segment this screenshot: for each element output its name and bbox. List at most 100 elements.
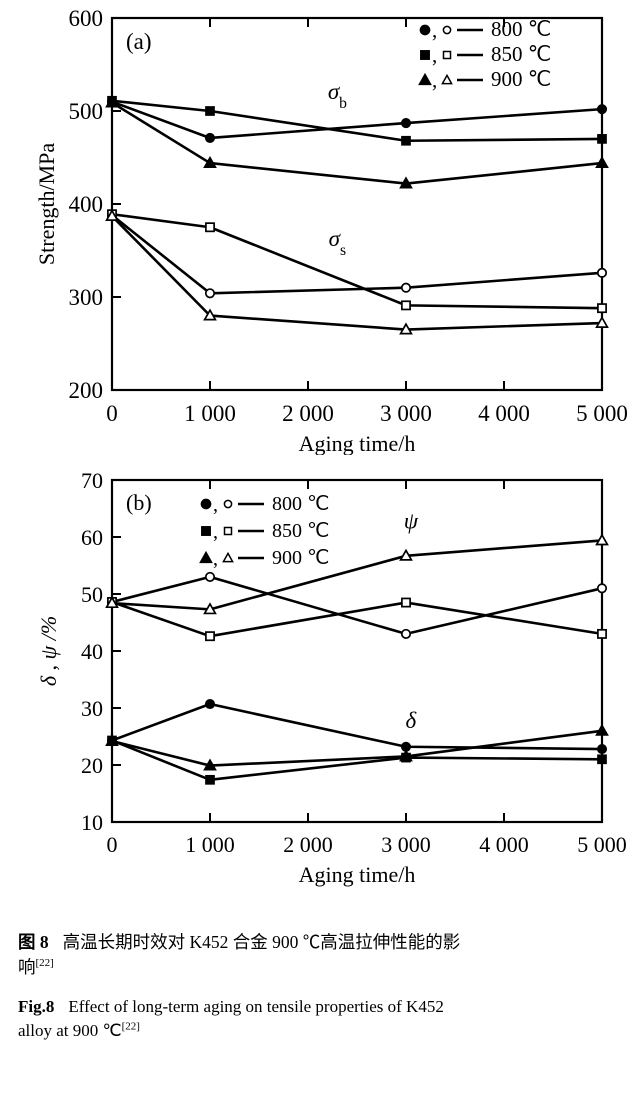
legend-entry: , 800 ℃ — [419, 17, 551, 42]
data-point — [203, 155, 217, 168]
data-point — [204, 132, 216, 144]
series-line — [111, 99, 603, 143]
caption-chinese-text-cont: 响 — [18, 957, 36, 978]
data-point — [401, 597, 411, 608]
data-point — [205, 222, 215, 233]
x-tick-label: 5 000 — [577, 832, 627, 857]
legend-marker-open — [222, 551, 234, 563]
caption-english: Fig.8 Effect of long-term aging on tensil… — [18, 995, 624, 1044]
legend-label: 900 ℃ — [491, 67, 551, 91]
data-point — [596, 583, 608, 594]
panel-label: (a) — [126, 29, 152, 54]
legend-comma: , — [213, 521, 218, 543]
legend-marker-filled — [199, 550, 213, 564]
legend-entry: , 850 ℃ — [201, 520, 329, 543]
data-point — [400, 282, 412, 293]
series-sigma_s-900 — [105, 208, 609, 335]
data-point — [204, 571, 216, 582]
legend-label: 850 ℃ — [491, 42, 551, 66]
series-sigma_b-850 — [107, 95, 607, 146]
annotation-δ: δ — [406, 708, 417, 733]
x-axis-label: Aging time/h — [299, 431, 416, 455]
series-psi-800 — [106, 571, 608, 639]
legend-marker-open — [223, 526, 233, 536]
y-tick-label: 40 — [81, 639, 103, 664]
x-tick-label: 1 000 — [185, 832, 235, 857]
legend-comma: , — [432, 43, 437, 67]
legend-label: 800 ℃ — [272, 493, 329, 515]
x-axis: 0 1 000 2 000 3 000 4 000 5 000 — [106, 18, 628, 426]
series-line — [111, 729, 603, 767]
data-point — [203, 758, 217, 771]
data-point — [105, 95, 119, 108]
data-point — [401, 300, 411, 311]
annotation-text: σs — [329, 226, 346, 259]
series-delta-800 — [106, 698, 608, 755]
strength-vs-aging-time-chart: 200 300 400 500 600 0 1 000 2 000 3 000 4 000 5 00… — [34, 6, 628, 455]
data-point — [595, 533, 609, 546]
series-psi-900 — [105, 533, 609, 615]
data-point — [105, 596, 119, 609]
data-point — [399, 548, 413, 561]
legend-comma: , — [432, 68, 437, 92]
legend-label: 850 ℃ — [272, 520, 329, 542]
figure-captions: 图 8 高温长期时效对 K452 合金 900 ℃高温拉伸性能的影 响[22] F… — [18, 930, 624, 1058]
caption-english-label: Fig.8 — [18, 996, 55, 1016]
legend-marker-filled — [419, 24, 431, 36]
y-tick-label: 50 — [81, 582, 103, 607]
annotation-text: ψ — [404, 508, 419, 533]
series-sigma_b-800 — [106, 96, 608, 144]
data-point — [203, 308, 217, 321]
data-point — [399, 176, 413, 189]
legend-marker-open — [442, 50, 452, 60]
data-point — [205, 774, 215, 785]
annotation-ψ: ψ — [404, 508, 419, 533]
y-tick-label: 70 — [81, 468, 103, 493]
series-line — [111, 212, 603, 310]
caption-english-text-cont: alloy at 900 ℃ — [18, 1021, 122, 1041]
series-line — [111, 100, 603, 140]
data-point — [399, 322, 413, 335]
y-axis-label: δ , ψ /% — [36, 616, 61, 686]
data-point — [595, 155, 609, 168]
legend-entry: , 850 ℃ — [420, 42, 551, 67]
y-tick-label: 500 — [69, 99, 104, 124]
x-axis: 0 1 000 2 000 3 000 4 000 5 000 — [107, 480, 627, 857]
x-tick-label: 1 000 — [184, 401, 236, 426]
series-line — [111, 101, 603, 185]
x-tick-label: 0 — [106, 401, 118, 426]
y-tick-label: 20 — [81, 753, 103, 778]
chart-panel-b: 10 20 30 40 50 60 70 0 1 000 2 000 3 000 4 000 5 000… — [0, 462, 636, 917]
elongation-reduction-vs-aging-time-chart: 10 20 30 40 50 60 70 0 1 000 2 000 3 000 4 000 5 000… — [36, 468, 627, 887]
x-tick-label: 0 — [107, 832, 118, 857]
legend-label: 800 ℃ — [491, 17, 551, 41]
caption-english-reference: [22] — [121, 1020, 140, 1033]
legend-marker-filled — [418, 72, 432, 86]
data-point — [597, 628, 607, 639]
legend-marker-open — [442, 25, 452, 35]
data-point — [597, 754, 607, 765]
legend: , 800 ℃, 850 ℃, 900 ℃ — [418, 17, 551, 92]
legend-marker-filled — [420, 50, 430, 60]
y-tick-label: 600 — [69, 6, 104, 31]
series-line — [111, 739, 603, 782]
y-axis-label: Strength/MPa — [34, 143, 59, 265]
x-tick-label: 3 000 — [381, 832, 431, 857]
caption-chinese-reference: [22] — [35, 957, 54, 970]
legend-entry: , 900 ℃ — [418, 67, 551, 92]
legend-marker-filled — [201, 526, 211, 536]
panel-label: (b) — [126, 490, 152, 515]
data-point — [597, 134, 607, 144]
data-point — [105, 208, 119, 221]
series-line — [111, 214, 603, 295]
x-tick-label: 3 000 — [380, 401, 432, 426]
data-point — [203, 602, 217, 615]
series-line — [111, 215, 603, 331]
data-point — [596, 743, 608, 755]
annotation-text: δ — [406, 708, 417, 733]
y-tick-label: 60 — [81, 525, 103, 550]
x-axis-label: Aging time/h — [299, 862, 416, 887]
y-tick-label: 30 — [81, 696, 103, 721]
series-line — [111, 600, 603, 638]
data-point — [205, 631, 215, 642]
